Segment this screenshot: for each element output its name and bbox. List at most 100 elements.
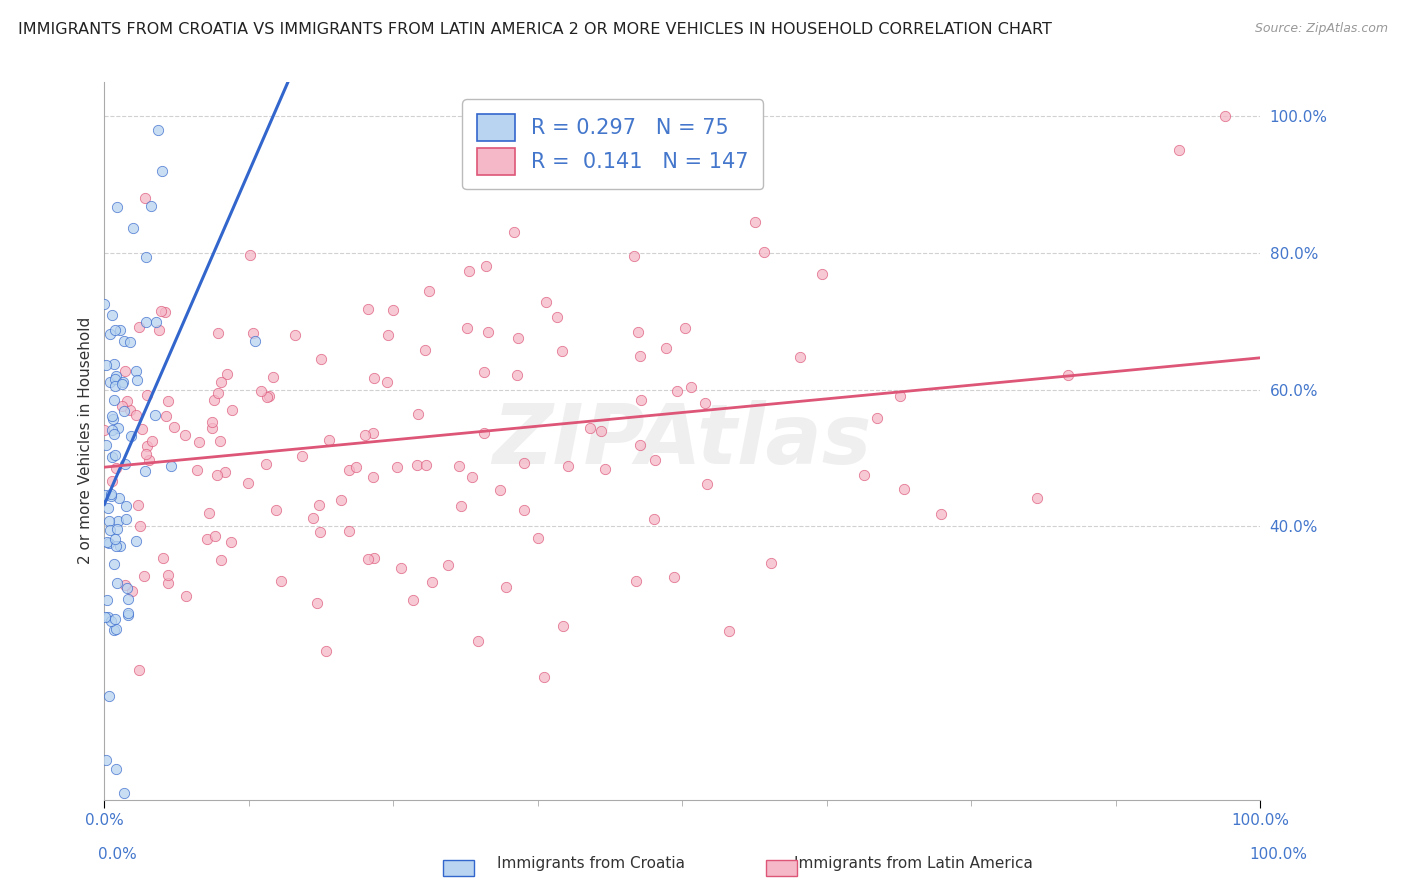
Point: [118, 334, 141, 349]
Point: [413, 343, 436, 358]
Legend: R = 0.297   N = 75, R =  0.141   N = 147: R = 0.297 N = 75, R = 0.141 N = 147: [463, 100, 763, 189]
Point: [219, 535, 242, 549]
Point: [186, 462, 208, 476]
Point: [329, 493, 352, 508]
Point: [198, 507, 221, 521]
Point: [284, 328, 307, 343]
Point: [103, 557, 125, 571]
Point: [125, 364, 148, 378]
Point: [98, 523, 121, 537]
Point: [141, 434, 163, 448]
Point: [673, 320, 696, 334]
Point: [163, 420, 186, 434]
Point: [256, 390, 278, 404]
Point: [375, 376, 398, 390]
Point: [506, 331, 529, 345]
Point: [104, 539, 127, 553]
Point: [94, 753, 117, 767]
Point: [112, 334, 135, 348]
Point: [377, 327, 399, 342]
Point: [105, 762, 128, 776]
Point: [156, 568, 179, 582]
Point: [457, 264, 479, 278]
Point: [361, 426, 384, 441]
Point: [415, 458, 437, 473]
Point: [302, 511, 325, 525]
Point: [128, 319, 150, 334]
Text: IMMIGRANTS FROM CROATIA VS IMMIGRANTS FROM LATIN AMERICA 2 OR MORE VEHICLES IN H: IMMIGRANTS FROM CROATIA VS IMMIGRANTS FR…: [18, 22, 1052, 37]
Point: [242, 326, 264, 340]
Point: [155, 305, 177, 319]
Point: [630, 393, 652, 408]
Point: [489, 483, 512, 497]
Point: [114, 458, 136, 472]
Point: [270, 574, 292, 588]
Point: [100, 489, 122, 503]
Point: [100, 487, 122, 501]
Point: [121, 220, 143, 235]
Point: [115, 393, 138, 408]
Point: [533, 670, 555, 684]
Point: [693, 395, 716, 409]
Point: [363, 470, 385, 484]
Point: [495, 581, 517, 595]
Point: [889, 389, 911, 403]
Point: [461, 469, 484, 483]
Point: [389, 561, 412, 575]
Point: [627, 325, 650, 339]
Point: [643, 511, 665, 525]
Point: [105, 622, 128, 636]
Point: [353, 427, 375, 442]
Point: [114, 364, 136, 378]
Point: [679, 380, 702, 394]
Point: [1057, 368, 1080, 382]
Point: [309, 351, 332, 366]
Point: [811, 267, 834, 281]
Point: [104, 461, 127, 475]
Point: [308, 498, 330, 512]
Point: [117, 607, 139, 622]
Point: [138, 453, 160, 467]
Point: [512, 456, 534, 470]
Point: [418, 285, 440, 299]
Point: [363, 371, 385, 385]
Point: [201, 415, 224, 429]
Point: [553, 618, 575, 632]
Point: [111, 376, 134, 391]
Y-axis label: 2 or more Vehicles in Household: 2 or more Vehicles in Household: [79, 318, 93, 565]
Point: [97, 609, 120, 624]
Point: [145, 315, 167, 329]
Point: [557, 459, 579, 474]
Point: [156, 394, 179, 409]
Point: [104, 611, 127, 625]
Point: [128, 663, 150, 677]
Point: [1168, 143, 1191, 157]
Point: [665, 384, 688, 399]
Point: [104, 449, 127, 463]
Point: [135, 447, 157, 461]
Point: [94, 438, 117, 452]
Point: [207, 326, 229, 340]
Point: [105, 523, 128, 537]
Point: [104, 379, 127, 393]
Point: [1215, 109, 1237, 123]
Text: Immigrants from Croatia: Immigrants from Croatia: [496, 855, 685, 871]
Point: [744, 215, 766, 229]
Point: [98, 689, 121, 703]
Point: [853, 467, 876, 482]
Point: [98, 326, 121, 341]
Point: [100, 614, 122, 628]
Point: [152, 551, 174, 566]
Point: [152, 164, 174, 178]
Point: [115, 581, 138, 595]
Point: [477, 325, 499, 339]
Point: [129, 518, 152, 533]
Point: [188, 434, 211, 449]
Point: [174, 589, 197, 603]
Point: [589, 425, 612, 439]
Point: [107, 421, 129, 435]
Point: [103, 427, 125, 442]
Point: [337, 524, 360, 538]
Point: [207, 468, 229, 483]
Point: [157, 576, 180, 591]
